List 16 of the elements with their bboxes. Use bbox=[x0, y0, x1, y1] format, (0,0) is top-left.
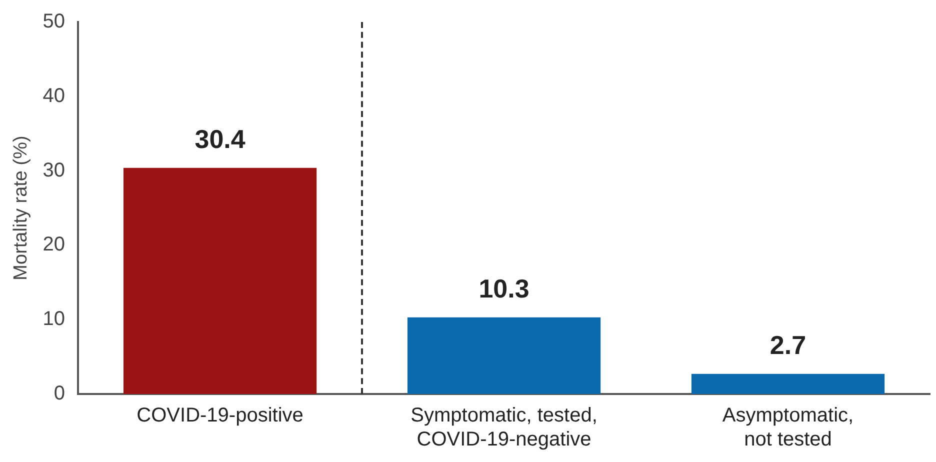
y-tick-label: 50 bbox=[42, 10, 66, 33]
y-tick-label: 20 bbox=[42, 234, 66, 256]
data-label: 30.4 bbox=[194, 124, 246, 154]
data-label: 2.7 bbox=[770, 330, 806, 360]
y-tick-label: 0 bbox=[54, 382, 66, 405]
x-tick-label: Asymptomatic, not tested bbox=[722, 404, 854, 451]
y-tick-label: 10 bbox=[42, 308, 66, 330]
y-tick-label: 40 bbox=[42, 84, 66, 107]
bar bbox=[691, 374, 885, 394]
data-label: 10.3 bbox=[478, 274, 530, 304]
x-tick-label: Symptomatic, tested, COVID-19-negative bbox=[410, 404, 598, 451]
y-axis-title: Mortality rate (%) bbox=[10, 136, 32, 280]
bar bbox=[407, 317, 601, 394]
y-tick-label: 30 bbox=[42, 159, 66, 182]
bar bbox=[123, 168, 317, 394]
x-tick-label: COVID-19-positive bbox=[136, 404, 304, 427]
